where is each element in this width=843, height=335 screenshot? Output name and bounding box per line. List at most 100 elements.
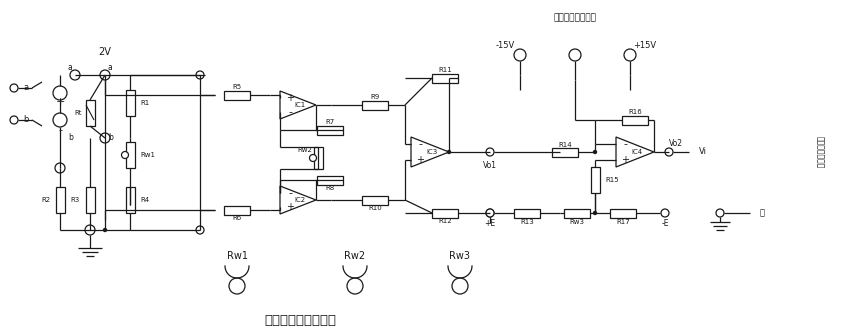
Text: IC1: IC1 bbox=[294, 102, 306, 108]
Text: R6: R6 bbox=[233, 215, 242, 221]
Text: Rw3: Rw3 bbox=[570, 219, 584, 225]
Bar bbox=[126, 142, 135, 168]
Circle shape bbox=[486, 209, 494, 217]
Text: +E: +E bbox=[485, 219, 496, 228]
Bar bbox=[56, 187, 65, 213]
Circle shape bbox=[514, 49, 526, 61]
Circle shape bbox=[53, 113, 67, 127]
Circle shape bbox=[665, 148, 673, 156]
Text: R5: R5 bbox=[233, 84, 242, 90]
Bar bbox=[362, 196, 388, 204]
Text: Rw1: Rw1 bbox=[227, 251, 248, 261]
Bar bbox=[514, 208, 540, 217]
Circle shape bbox=[624, 49, 636, 61]
Text: 热电阵测温特性实验: 热电阵测温特性实验 bbox=[264, 314, 336, 327]
Text: -: - bbox=[288, 188, 292, 198]
Bar bbox=[622, 116, 648, 125]
Text: -: - bbox=[288, 107, 292, 117]
Text: IC4: IC4 bbox=[631, 149, 642, 155]
Text: a: a bbox=[67, 63, 72, 71]
Circle shape bbox=[10, 116, 18, 124]
Text: +: + bbox=[286, 93, 294, 103]
Circle shape bbox=[661, 209, 669, 217]
Bar bbox=[224, 90, 250, 99]
Circle shape bbox=[10, 84, 18, 92]
Circle shape bbox=[229, 278, 245, 294]
Text: R4: R4 bbox=[140, 197, 149, 203]
Bar bbox=[224, 205, 250, 214]
Bar bbox=[317, 126, 343, 134]
Circle shape bbox=[593, 150, 597, 154]
Circle shape bbox=[716, 209, 724, 217]
Circle shape bbox=[486, 148, 494, 156]
Circle shape bbox=[593, 211, 597, 215]
Text: +: + bbox=[621, 155, 629, 165]
Bar bbox=[126, 90, 135, 116]
Text: R7: R7 bbox=[325, 119, 335, 125]
Text: b: b bbox=[23, 116, 29, 125]
Polygon shape bbox=[411, 137, 449, 167]
Text: Rw1: Rw1 bbox=[140, 152, 155, 158]
Text: 接主控笱数显表: 接主控笱数显表 bbox=[815, 136, 824, 168]
Circle shape bbox=[196, 71, 204, 79]
Text: Vo1: Vo1 bbox=[483, 160, 497, 170]
Bar bbox=[590, 167, 599, 193]
Circle shape bbox=[53, 86, 67, 100]
Bar bbox=[552, 147, 578, 156]
Circle shape bbox=[85, 225, 95, 235]
Text: 地: 地 bbox=[760, 208, 765, 217]
Bar bbox=[126, 187, 135, 213]
Text: R2: R2 bbox=[40, 197, 50, 203]
Text: R15: R15 bbox=[605, 177, 619, 183]
Circle shape bbox=[486, 209, 494, 217]
Circle shape bbox=[569, 49, 581, 61]
Bar bbox=[432, 73, 458, 82]
Circle shape bbox=[309, 154, 316, 161]
Text: -: - bbox=[623, 139, 627, 149]
Text: R3: R3 bbox=[71, 197, 80, 203]
Text: Rw3: Rw3 bbox=[449, 251, 470, 261]
Polygon shape bbox=[280, 91, 316, 119]
Text: R9: R9 bbox=[370, 94, 379, 100]
Text: -: - bbox=[418, 139, 422, 149]
Text: 接主控笱电源输出: 接主控笱电源输出 bbox=[554, 13, 597, 22]
Bar bbox=[362, 100, 388, 110]
Text: a: a bbox=[23, 83, 28, 92]
Text: 2V: 2V bbox=[99, 47, 111, 57]
Polygon shape bbox=[616, 137, 654, 167]
Bar bbox=[314, 147, 323, 169]
Text: IC2: IC2 bbox=[294, 197, 305, 203]
Bar bbox=[317, 176, 343, 185]
Circle shape bbox=[55, 163, 65, 173]
Circle shape bbox=[196, 226, 204, 234]
Text: +: + bbox=[286, 202, 294, 212]
Bar bbox=[564, 208, 590, 217]
Text: Rw2: Rw2 bbox=[345, 251, 366, 261]
Text: R12: R12 bbox=[438, 218, 452, 224]
Text: +: + bbox=[416, 155, 424, 165]
Text: a: a bbox=[108, 63, 112, 71]
Text: R11: R11 bbox=[438, 67, 452, 73]
Text: IC3: IC3 bbox=[427, 149, 438, 155]
Bar bbox=[85, 187, 94, 213]
Text: Rw2: Rw2 bbox=[297, 147, 312, 153]
Text: b: b bbox=[108, 134, 113, 142]
Bar bbox=[85, 100, 94, 126]
Circle shape bbox=[447, 150, 451, 154]
Text: -E: -E bbox=[661, 219, 668, 228]
Circle shape bbox=[70, 70, 80, 80]
Bar bbox=[610, 208, 636, 217]
Text: -15V: -15V bbox=[496, 41, 514, 50]
Text: R14: R14 bbox=[558, 142, 572, 148]
Text: R1: R1 bbox=[140, 100, 149, 106]
Text: Vo2: Vo2 bbox=[669, 139, 683, 148]
Text: R8: R8 bbox=[325, 185, 335, 191]
Polygon shape bbox=[280, 186, 316, 214]
Circle shape bbox=[347, 278, 363, 294]
Circle shape bbox=[100, 133, 110, 143]
Bar bbox=[432, 208, 458, 217]
Text: +: + bbox=[56, 97, 65, 107]
Text: +15V: +15V bbox=[633, 41, 657, 50]
Text: R17: R17 bbox=[616, 219, 630, 225]
Text: Vi: Vi bbox=[699, 147, 707, 156]
